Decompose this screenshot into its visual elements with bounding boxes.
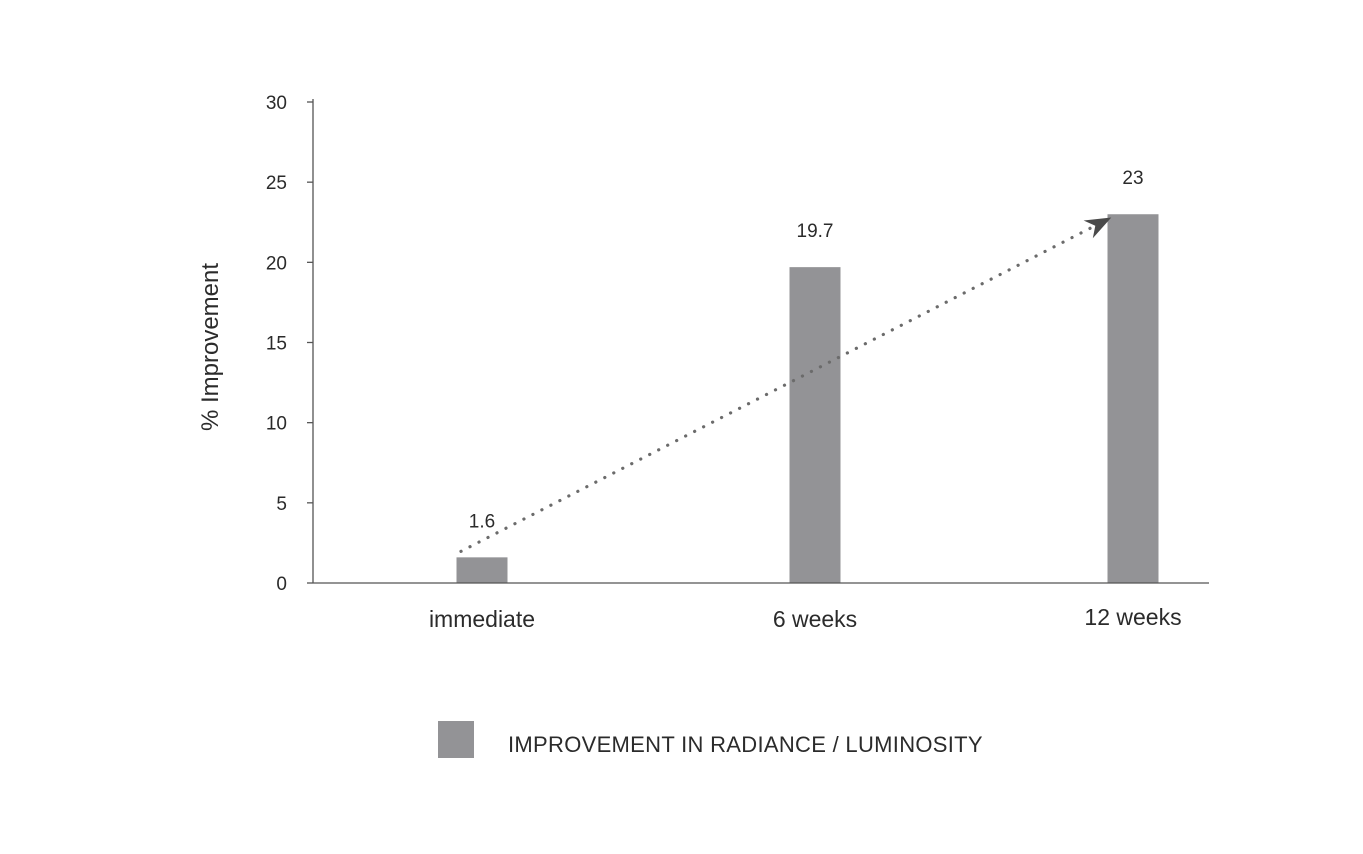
y-tick-label: 30 xyxy=(266,93,287,114)
x-category-label: 6 weeks xyxy=(773,606,857,632)
y-tick-label: 5 xyxy=(276,494,287,515)
labels-layer: 1.6 19.7 23 immediate 6 weeks 12 weeks xyxy=(429,168,1182,632)
legend: IMPROVEMENT IN RADIANCE / LUMINOSITY xyxy=(438,721,983,758)
x-category-label: immediate xyxy=(429,606,535,632)
data-label: 19.7 xyxy=(797,221,834,242)
legend-swatch xyxy=(438,721,474,758)
y-ticks-layer: 0 5 10 15 20 25 30 xyxy=(266,93,313,595)
y-tick-label: 10 xyxy=(266,414,287,435)
data-label: 1.6 xyxy=(469,511,495,532)
y-tick-label: 20 xyxy=(266,253,287,274)
data-label: 23 xyxy=(1122,168,1143,189)
y-tick-label: 0 xyxy=(276,574,287,595)
bar xyxy=(789,267,841,583)
bar xyxy=(1107,214,1159,583)
axes-layer xyxy=(312,99,1209,584)
y-tick-label: 25 xyxy=(266,173,287,194)
trend-arrow-head xyxy=(1083,217,1112,239)
trend-arrow-line xyxy=(459,221,1102,553)
x-category-label: 12 weeks xyxy=(1084,604,1181,630)
bars-layer xyxy=(456,214,1159,583)
bar xyxy=(456,557,508,583)
legend-entry-label: IMPROVEMENT IN RADIANCE / LUMINOSITY xyxy=(508,732,983,757)
y-tick-label: 15 xyxy=(266,334,287,355)
trend-arrow-layer xyxy=(459,217,1112,553)
y-axis-title: % Improvement xyxy=(197,263,224,431)
